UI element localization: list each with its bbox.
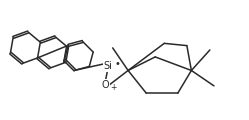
Text: +: +: [111, 83, 117, 92]
Text: O: O: [102, 80, 109, 90]
Text: •: •: [115, 59, 121, 69]
Text: Si: Si: [103, 61, 112, 71]
